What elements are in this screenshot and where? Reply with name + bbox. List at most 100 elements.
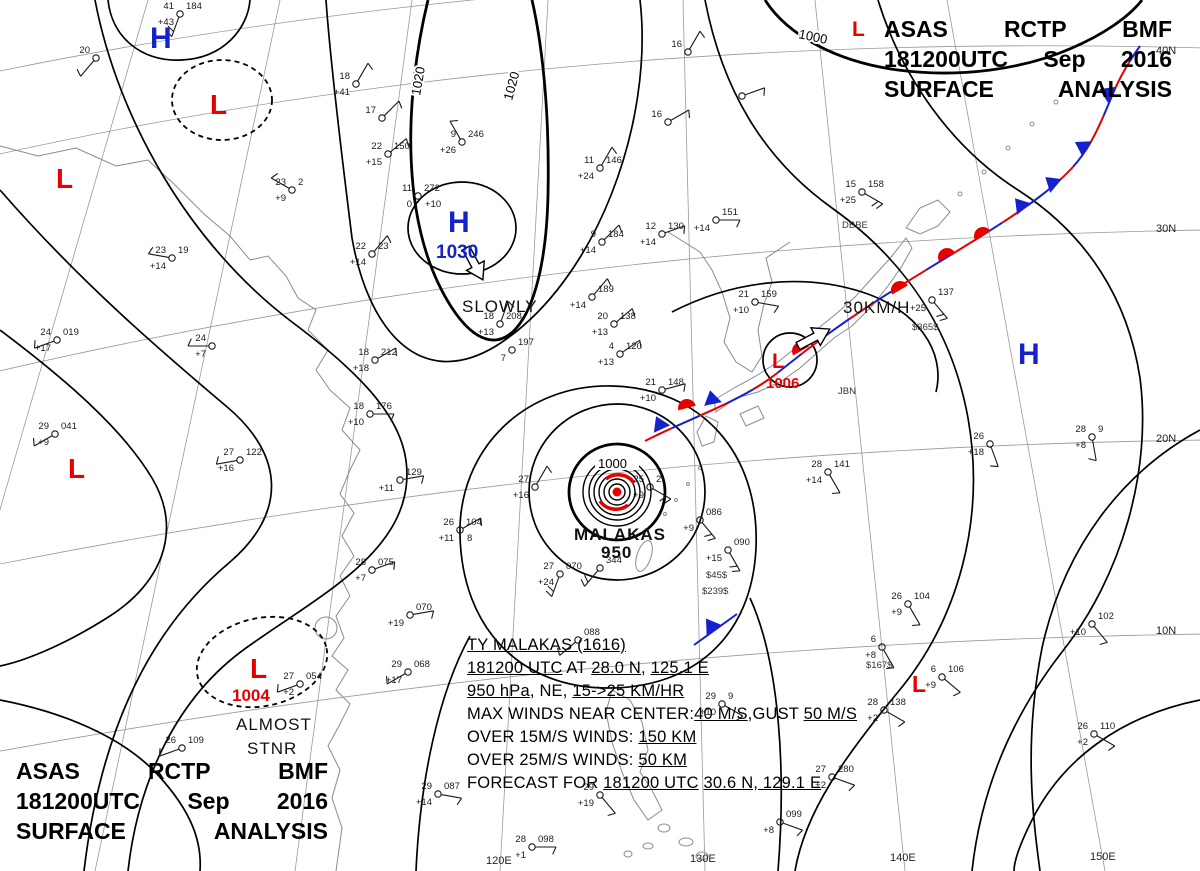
station-circle-icon: [824, 468, 832, 476]
station-value: 0: [407, 199, 412, 210]
station-value: 20: [79, 45, 90, 56]
station-value: 23: [275, 177, 286, 188]
station-value: +24: [578, 171, 594, 182]
station-value: 28: [515, 834, 526, 845]
station-plot: +8 099: [763, 809, 803, 837]
station-circle-icon: [616, 350, 624, 358]
wind-barb-tick: [76, 68, 82, 77]
station-circle-icon: [368, 566, 376, 574]
station-value: 184: [186, 1, 202, 12]
station-circle-icon: [938, 673, 946, 681]
wind-barb-icon: [270, 177, 290, 189]
station-circle-icon: [1090, 730, 1098, 738]
wind-barb-icon: [701, 522, 716, 539]
low-pressure-symbol: L: [772, 350, 785, 373]
station-value: 18: [483, 311, 494, 322]
front-segment-line: [693, 613, 738, 646]
station-value: 22: [355, 241, 366, 252]
wind-barb-tick: [395, 347, 398, 357]
station-value: 2: [298, 177, 303, 188]
wind-barb-tick: [663, 498, 672, 505]
station-value: 150: [394, 141, 410, 152]
station-value: 25: [633, 474, 644, 485]
ship-callsign: $365$: [912, 322, 939, 333]
station-value: 27: [815, 764, 826, 775]
station-plot: 7 197: [501, 337, 534, 364]
wind-barb-icon: [944, 678, 961, 693]
wind-barb-tick: [631, 308, 636, 317]
station-value: 12: [645, 221, 656, 232]
grid-label: 150E: [1090, 851, 1116, 863]
station-plot: 18 +10 176: [348, 401, 395, 428]
station-plot: 28 +1 098: [515, 834, 557, 861]
wind-barb-icon: [601, 797, 616, 814]
station-value: 29: [705, 691, 716, 702]
wind-barb-tick: [390, 413, 395, 422]
station-value: 158: [868, 179, 884, 190]
station-plot: 23 +14 19: [147, 245, 189, 272]
wind-barb-icon: [159, 748, 180, 757]
station-layer: 41+431842018+411722+151509+2624611+24146…: [32, 1, 1115, 861]
station-value: 22: [371, 141, 382, 152]
wind-barb-icon: [80, 60, 95, 77]
station-value: +19: [388, 618, 404, 629]
station-value: 18: [353, 401, 364, 412]
wind-barb-tick: [165, 30, 173, 37]
station-circle-icon: [712, 216, 720, 224]
station-value: 19: [178, 245, 189, 256]
station-circle-icon: [51, 430, 59, 438]
station-value: +18: [353, 363, 369, 374]
station-circle-icon: [986, 440, 994, 448]
station-value: 11: [584, 155, 594, 166]
station-plot: 29 +9 041: [32, 421, 77, 448]
station-value: 20: [597, 311, 608, 322]
typhoon-info-line: OVER 25M/S WINDS: 50 KM: [467, 751, 688, 769]
station-circle-icon: [596, 564, 604, 572]
wind-barb-icon: [886, 711, 906, 723]
ship-callsign: $239$: [702, 586, 729, 597]
wind-barb-icon: [729, 552, 741, 572]
station-circle-icon: [574, 636, 582, 644]
station-value: +14: [416, 797, 432, 808]
station-value: 6: [931, 664, 936, 675]
wind-barb-tick: [735, 715, 744, 722]
station-circle-icon: [288, 186, 296, 194]
station-circle-icon: [53, 336, 61, 344]
station-plot: 16: [671, 30, 706, 56]
station-value: 23: [378, 241, 389, 252]
station-plot: 12 +14 130: [640, 221, 686, 248]
station-plot: 16: [651, 109, 691, 126]
station-value: 090: [734, 537, 750, 548]
station-value: +24: [538, 577, 554, 588]
station-circle-icon: [738, 92, 746, 100]
station-plot: 41 +43 184: [158, 1, 202, 37]
station-plot: 29 +17 068: [386, 659, 430, 686]
high-pressure-symbol: H: [448, 206, 470, 239]
wind-barb-tick: [731, 570, 741, 573]
station-circle-icon: [904, 600, 912, 608]
station-value: 120: [626, 341, 642, 352]
wind-barb-icon: [909, 606, 921, 626]
station-plot: 11 +24 146: [578, 146, 622, 182]
typhoon-symbol: [528, 403, 706, 581]
station-value: 28: [1075, 424, 1086, 435]
wind-barb-icon: [551, 576, 560, 597]
station-circle-icon: [776, 818, 784, 826]
wind-barb-tick: [639, 340, 642, 349]
wind-barb-tick: [398, 100, 403, 109]
isobar-label: 1000: [797, 26, 828, 47]
station-value: 18: [339, 71, 350, 82]
station-value: +10: [733, 305, 749, 316]
station-value: 110: [1100, 721, 1115, 732]
station-plot: 18 +18 212: [353, 347, 398, 374]
wind-barb-icon: [390, 138, 407, 153]
grid-label: 120E: [486, 855, 512, 867]
station-value: 9: [591, 229, 596, 240]
station-plot: +11 129: [379, 467, 425, 494]
chart-datetime: 181200UTC Sep 2016: [884, 46, 1172, 72]
station-circle-icon: [368, 250, 376, 258]
station-plot: +14 189: [570, 278, 614, 311]
station-value: 24: [40, 327, 51, 338]
wind-barb-tick: [763, 87, 766, 96]
wind-barb-icon: [834, 777, 855, 786]
